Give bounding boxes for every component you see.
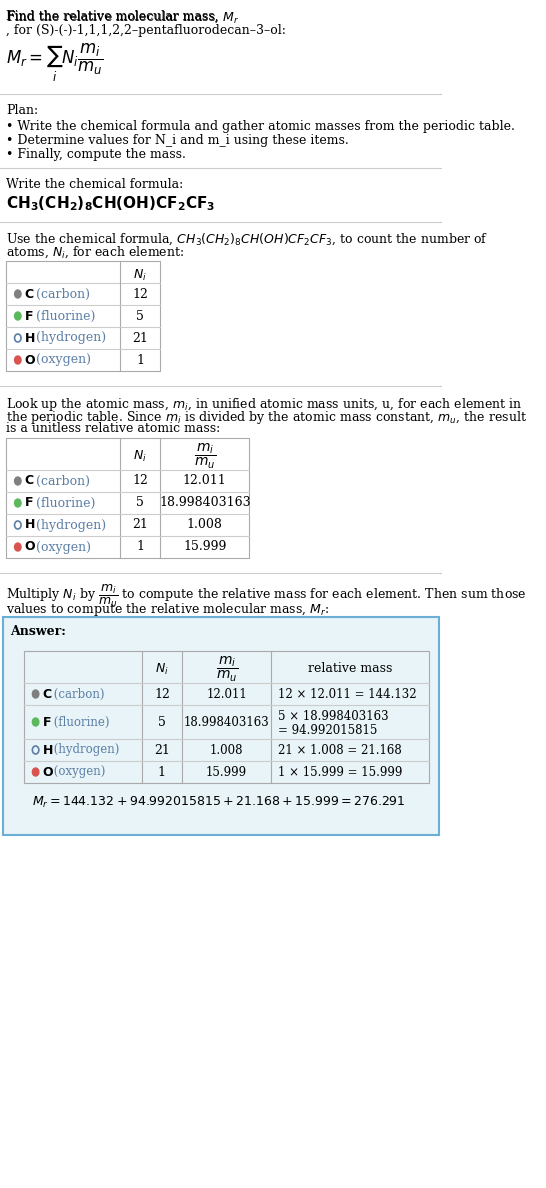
Text: 5: 5: [158, 715, 166, 728]
Circle shape: [15, 478, 21, 485]
Circle shape: [15, 312, 21, 320]
Text: $\mathbf{H}$: $\mathbf{H}$: [24, 331, 35, 345]
Text: • Finally, compute the mass.: • Finally, compute the mass.: [7, 148, 186, 162]
Text: 5: 5: [136, 497, 144, 510]
Circle shape: [15, 499, 21, 507]
Bar: [24, 651, 429, 783]
Text: the periodic table. Since $m_i$ is divided by the atomic mass constant, $m_u$, t: the periodic table. Since $m_i$ is divid…: [7, 409, 527, 426]
Text: Find the relative molecular mass, $M_r$: Find the relative molecular mass, $M_r$: [7, 10, 240, 25]
Text: 12.011: 12.011: [183, 474, 227, 487]
Text: Write the chemical formula:: Write the chemical formula:: [7, 178, 183, 191]
Text: 1.008: 1.008: [210, 744, 244, 757]
Text: $\mathbf{O}$: $\mathbf{O}$: [42, 765, 54, 778]
Text: $\mathbf{F}$: $\mathbf{F}$: [42, 715, 51, 728]
Text: (fluorine): (fluorine): [50, 715, 110, 728]
Circle shape: [15, 356, 21, 364]
Text: $M_r = 144.132 + 94.992015815 + 21.168 + 15.999 = 276.291$: $M_r = 144.132 + 94.992015815 + 21.168 +…: [32, 795, 406, 810]
Text: $\dfrac{m_i}{m_u}$: $\dfrac{m_i}{m_u}$: [194, 442, 216, 470]
Text: 5 × 18.998403163: 5 × 18.998403163: [277, 710, 388, 723]
Text: $\mathbf{C}$: $\mathbf{C}$: [24, 287, 34, 301]
Bar: [7, 261, 161, 371]
Text: 21: 21: [154, 744, 170, 757]
Text: $\dfrac{m_i}{m_u}$: $\dfrac{m_i}{m_u}$: [216, 655, 238, 683]
Text: 21 × 1.008 = 21.168: 21 × 1.008 = 21.168: [277, 744, 401, 757]
Text: $\mathbf{O}$: $\mathbf{O}$: [24, 354, 36, 367]
Text: (oxygen): (oxygen): [32, 541, 91, 554]
Text: = 94.992015815: = 94.992015815: [277, 725, 377, 738]
Circle shape: [15, 290, 21, 298]
Text: $\mathbf{F}$: $\mathbf{F}$: [24, 497, 34, 510]
Text: $\mathbf{O}$: $\mathbf{O}$: [24, 541, 36, 554]
Text: Find the relative molecular mass,: Find the relative molecular mass,: [7, 10, 223, 23]
Text: 12.011: 12.011: [206, 688, 247, 701]
Circle shape: [32, 767, 39, 776]
Text: Use the chemical formula, $CH_3(CH_2)_8CH(OH)CF_2CF_3$, to count the number of: Use the chemical formula, $CH_3(CH_2)_8C…: [7, 232, 489, 247]
Circle shape: [32, 690, 39, 699]
Text: (carbon): (carbon): [32, 474, 91, 487]
Text: (carbon): (carbon): [32, 287, 91, 301]
Text: $\mathbf{H}$: $\mathbf{H}$: [24, 518, 35, 531]
Text: (hydrogen): (hydrogen): [32, 331, 106, 345]
Text: (hydrogen): (hydrogen): [32, 518, 106, 531]
Text: 1.008: 1.008: [187, 518, 223, 531]
Text: Answer:: Answer:: [10, 625, 66, 638]
Text: Multiply $N_i$ by $\dfrac{m_i}{m_u}$ to compute the relative mass for each eleme: Multiply $N_i$ by $\dfrac{m_i}{m_u}$ to …: [7, 583, 527, 609]
Text: (fluorine): (fluorine): [32, 497, 96, 510]
Text: • Determine values for N_i and m_i using these items.: • Determine values for N_i and m_i using…: [7, 134, 349, 147]
Text: 21: 21: [132, 331, 148, 345]
Text: $\mathbf{H}$: $\mathbf{H}$: [42, 744, 54, 757]
Text: (fluorine): (fluorine): [32, 310, 96, 322]
Text: $N_i$: $N_i$: [155, 662, 169, 676]
Text: $N_i$: $N_i$: [133, 448, 147, 463]
Text: 12: 12: [132, 474, 148, 487]
Text: 21: 21: [132, 518, 148, 531]
Text: 18.998403163: 18.998403163: [184, 715, 270, 728]
Text: $\mathbf{C}$: $\mathbf{C}$: [24, 474, 34, 487]
Text: atoms, $N_i$, for each element:: atoms, $N_i$, for each element:: [7, 245, 185, 260]
Text: 15.999: 15.999: [183, 541, 227, 554]
Text: $\mathbf{CH_3(CH_2)_8CH(OH)CF_2CF_3}$: $\mathbf{CH_3(CH_2)_8CH(OH)CF_2CF_3}$: [7, 194, 216, 213]
Text: 12: 12: [132, 287, 148, 301]
Text: • Write the chemical formula and gather atomic masses from the periodic table.: • Write the chemical formula and gather …: [7, 120, 515, 133]
Text: , for (S)-(-)-1,1,1,2,2–pentafluorodecan–3–ol:: , for (S)-(-)-1,1,1,2,2–pentafluorodecan…: [7, 24, 286, 37]
Text: $N_i$: $N_i$: [133, 267, 147, 283]
Text: 5: 5: [136, 310, 144, 322]
Text: (hydrogen): (hydrogen): [50, 744, 120, 757]
Text: relative mass: relative mass: [308, 663, 392, 676]
Text: (oxygen): (oxygen): [32, 354, 91, 367]
Text: 12 × 12.011 = 144.132: 12 × 12.011 = 144.132: [277, 688, 416, 701]
Text: 1: 1: [136, 354, 144, 367]
Text: Look up the atomic mass, $m_i$, in unified atomic mass units, u, for each elemen: Look up the atomic mass, $m_i$, in unifi…: [7, 396, 523, 413]
Text: (carbon): (carbon): [50, 688, 105, 701]
Text: $\mathbf{C}$: $\mathbf{C}$: [42, 688, 52, 701]
Text: values to compute the relative molecular mass, $M_r$:: values to compute the relative molecular…: [7, 601, 330, 618]
Text: 1: 1: [136, 541, 144, 554]
Text: is a unitless relative atomic mass:: is a unitless relative atomic mass:: [7, 422, 221, 435]
Text: $M_r = \sum_i N_i\dfrac{m_i}{m_u}$: $M_r = \sum_i N_i\dfrac{m_i}{m_u}$: [7, 42, 104, 84]
Bar: [7, 438, 250, 558]
Text: 12: 12: [154, 688, 170, 701]
Text: 18.998403163: 18.998403163: [159, 497, 251, 510]
Bar: [3, 617, 438, 835]
Text: (oxygen): (oxygen): [50, 765, 105, 778]
Text: 1 × 15.999 = 15.999: 1 × 15.999 = 15.999: [277, 765, 402, 778]
Circle shape: [15, 543, 21, 551]
Text: Plan:: Plan:: [7, 105, 39, 116]
Text: $\mathbf{F}$: $\mathbf{F}$: [24, 310, 34, 322]
Circle shape: [32, 718, 39, 726]
Text: 1: 1: [158, 765, 166, 778]
Text: 15.999: 15.999: [206, 765, 247, 778]
